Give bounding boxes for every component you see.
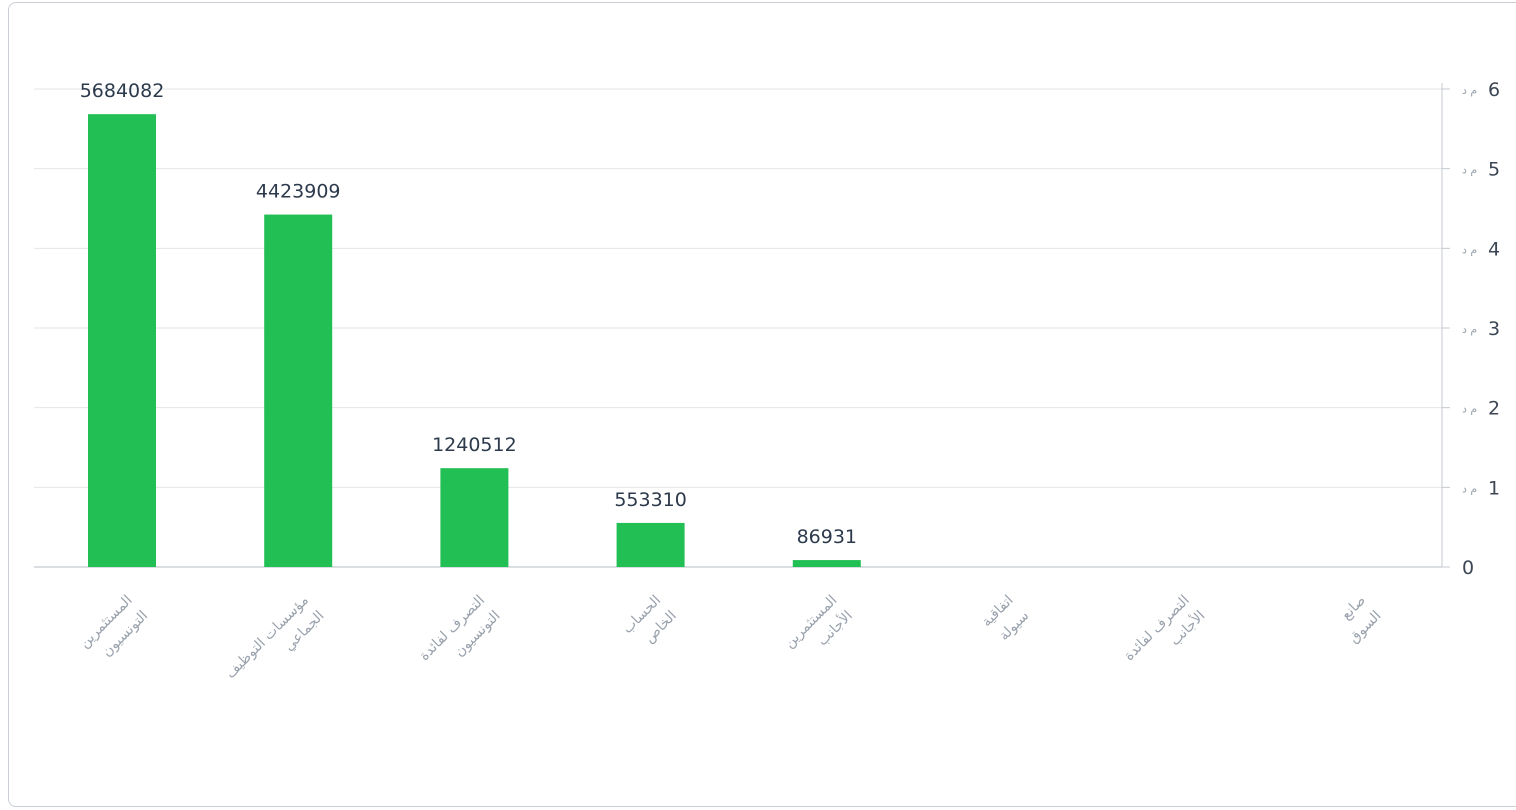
y-tick-unit: م د: [1462, 323, 1477, 336]
y-tick-unit: م د: [1462, 482, 1477, 495]
bar-data-label: 5684082: [80, 80, 165, 102]
y-tick-label: 2: [1488, 398, 1500, 420]
y-tick-label: 0: [1462, 557, 1474, 579]
y-tick-label: 3: [1488, 318, 1500, 340]
bar: [440, 468, 509, 567]
chart-card: [8, 2, 1516, 807]
bar: [616, 522, 685, 567]
bar: [264, 214, 333, 567]
y-tick-label: 1: [1488, 477, 1500, 499]
y-tick-unit: م د: [1462, 243, 1477, 256]
bar-data-label: 4423909: [256, 181, 341, 203]
y-tick-unit: م د: [1462, 84, 1477, 97]
y-tick-unit: م د: [1462, 403, 1477, 416]
y-tick-label: 5: [1488, 159, 1500, 181]
bar-data-label: 553310: [614, 489, 687, 511]
y-tick-label: 6: [1488, 79, 1500, 101]
bar-data-label: 1240512: [432, 434, 517, 456]
y-tick-unit: م د: [1462, 164, 1477, 177]
bar-data-label: 86931: [797, 526, 857, 548]
y-tick-label: 4: [1488, 238, 1500, 260]
bar: [792, 560, 861, 567]
bar: [88, 114, 156, 567]
